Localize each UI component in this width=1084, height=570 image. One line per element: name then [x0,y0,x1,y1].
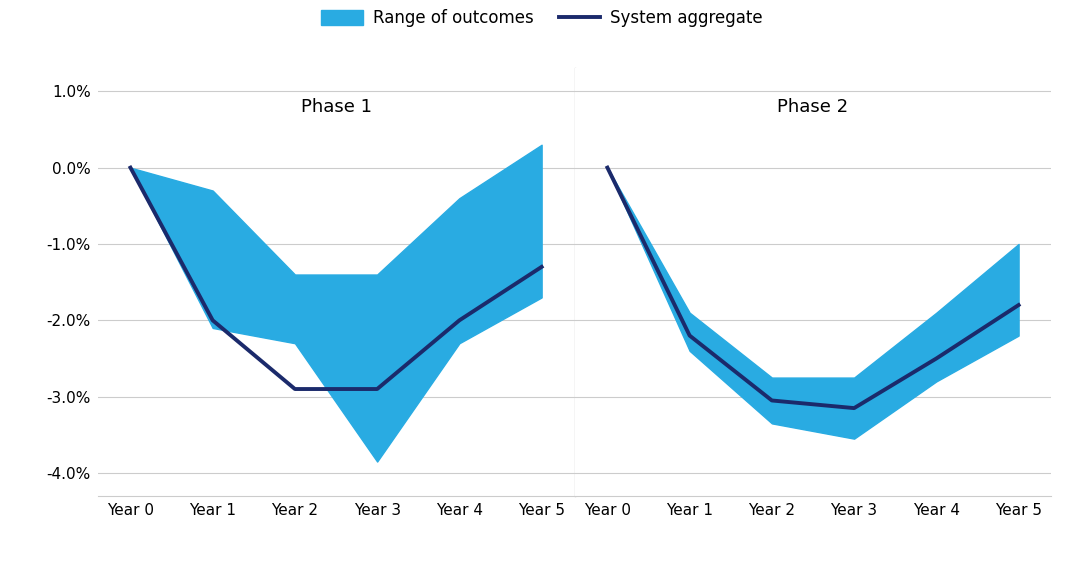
Legend: Range of outcomes, System aggregate: Range of outcomes, System aggregate [314,3,770,34]
Text: Phase 2: Phase 2 [777,98,849,116]
Text: Phase 1: Phase 1 [300,98,372,116]
